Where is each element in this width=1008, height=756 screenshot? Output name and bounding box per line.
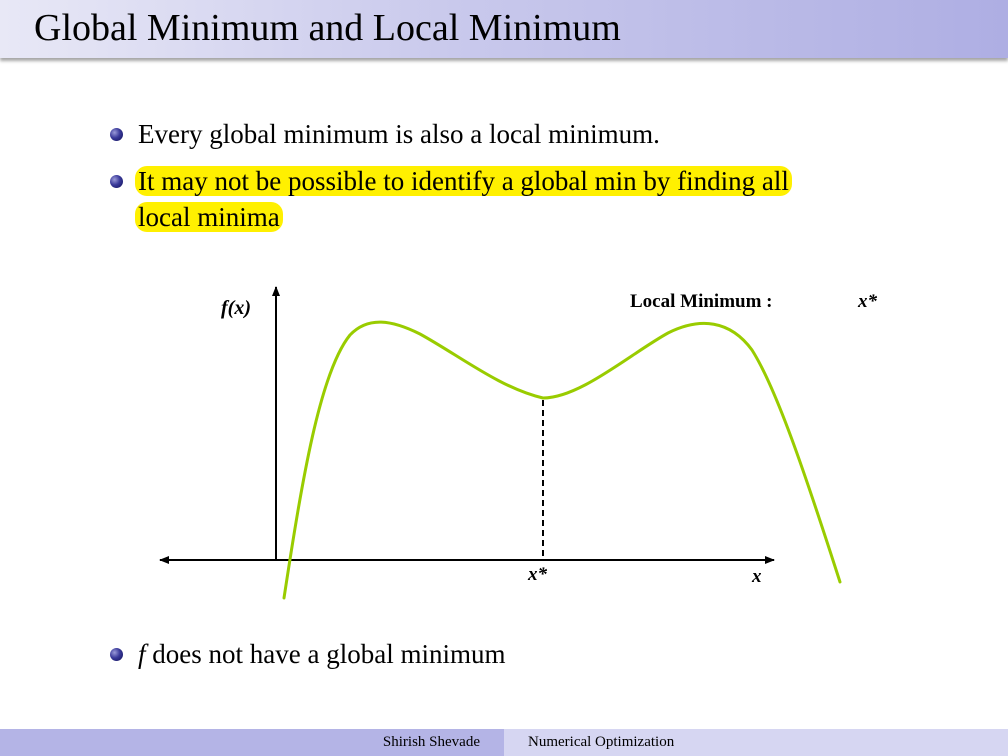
y-axis-label: f(x) [221, 297, 251, 319]
bullet-icon [110, 648, 123, 661]
bullet-2-text: It may not be possible to identify a glo… [135, 163, 792, 235]
footer-author: Shirish Shevade [382, 734, 480, 750]
bullet-3-body: does not have a global minimum [152, 639, 506, 669]
function-symbol: f [138, 639, 146, 669]
bullet-icon [110, 128, 123, 141]
x-axis-label: x [751, 566, 762, 587]
title-bar: Global Minimum and Local Minimum [0, 0, 1008, 58]
bullet-2-line-1: It may not be possible to identify a glo… [135, 166, 792, 196]
bullet-icon [110, 175, 123, 188]
x-star-label: x* [527, 564, 548, 585]
bullet-1-text: Every global minimum is also a local min… [138, 119, 660, 149]
function-curve [282, 320, 842, 600]
slide-title: Global Minimum and Local Minimum [34, 7, 621, 49]
footer-course: Numerical Optimization [528, 734, 675, 750]
footer-right: Numerical Optimization [504, 729, 1008, 756]
bullet-3-text: f does not have a global minimum [138, 636, 505, 672]
local-minimum-annotation: Local Minimum : [630, 291, 773, 312]
footer: Shirish Shevade Numerical Optimization [0, 729, 1008, 756]
bullet-2-line-2: local minima [135, 202, 283, 232]
local-minimum-annotation-var: x* [857, 291, 878, 312]
footer-left: Shirish Shevade [0, 729, 504, 756]
